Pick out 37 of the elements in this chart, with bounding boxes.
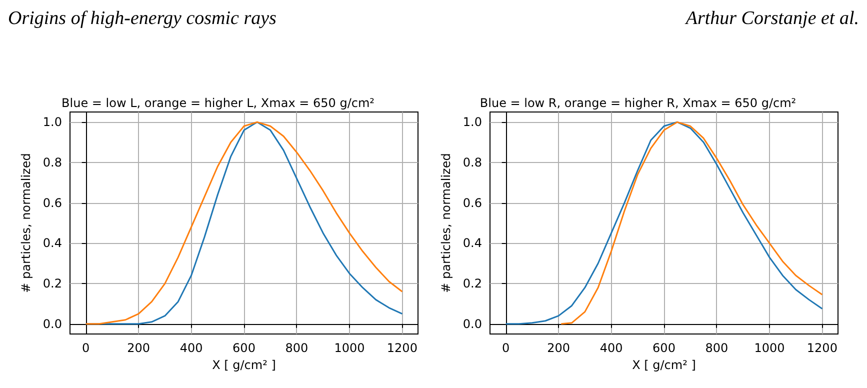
x-tick-label: 0	[502, 341, 510, 355]
x-tick-label: 600	[232, 341, 256, 355]
y-tick-label: 1.0	[42, 115, 62, 130]
y-tick-label: 0.0	[462, 316, 482, 331]
x-tick-label: 1200	[806, 341, 838, 355]
y-tick-label: 0.8	[42, 155, 62, 170]
x-tick-label: 400	[600, 341, 623, 355]
x-tick-label: 1200	[386, 341, 418, 355]
y-tick-label: 0.6	[462, 196, 482, 210]
y-axis-title: # particles, normalized	[19, 153, 33, 293]
line-series	[560, 121, 823, 325]
chart-title: Blue = low R, orange = higher R, Xmax = 650 g/cm²	[480, 96, 796, 110]
x-tick-label: 800	[705, 341, 728, 355]
text: Arthur Corstanje et al.	[686, 8, 859, 30]
x-tick-label: 0	[82, 341, 90, 355]
x-tick-label: 800	[285, 341, 308, 355]
y-tick-label: 0.4	[42, 236, 62, 250]
y-tick-label: 1.0	[462, 115, 482, 130]
y-tick-label: 0.8	[462, 155, 482, 170]
chart-title: Blue = low L, orange = higher L, Xmax = 650 g/cm²	[62, 96, 375, 110]
y-tick-label: 0.2	[42, 276, 62, 291]
line-series	[505, 121, 823, 325]
text: Origins of high-energy cosmic rays	[8, 8, 276, 30]
y-tick-label: 0.2	[462, 276, 482, 291]
y-tick-label: 0.0	[42, 316, 62, 331]
y-tick-label: 0.6	[42, 196, 62, 210]
line-series	[85, 121, 403, 325]
x-tick-label: 1000	[754, 341, 785, 355]
x-tick-label: 200	[127, 341, 150, 355]
x-axis-title: X [ g/cm² ]	[212, 358, 276, 372]
y-axis-title: # particles, normalized	[439, 153, 453, 293]
x-tick-label: 1000	[334, 341, 365, 355]
x-tick-label: 200	[547, 341, 570, 355]
x-axis-title: X [ g/cm² ]	[632, 358, 696, 372]
x-tick-label: 400	[180, 341, 203, 355]
y-tick-label: 0.4	[462, 236, 482, 250]
x-tick-label: 600	[652, 341, 676, 355]
